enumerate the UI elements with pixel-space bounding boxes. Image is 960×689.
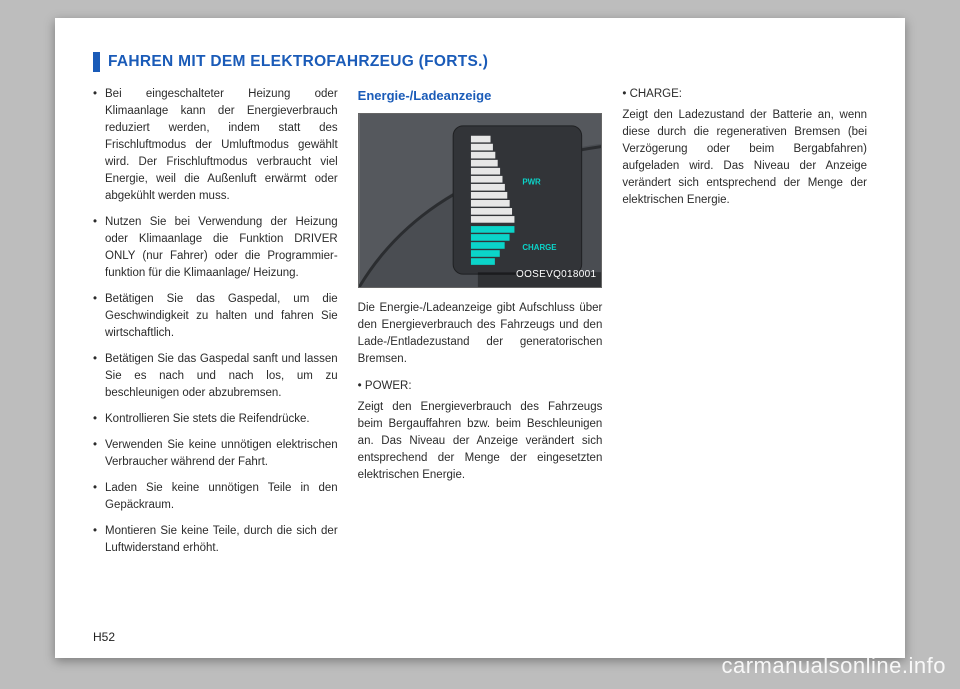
title-bar: FAHREN MIT DEM ELEKTROFAHRZEUG (FORTS.) — [93, 52, 867, 72]
page: FAHREN MIT DEM ELEKTROFAHRZEUG (FORTS.) … — [55, 18, 905, 658]
bullet-list: Bei eingeschalteter Heizung oder Klimaan… — [93, 86, 338, 557]
column-2: Energie-/Ladeanzeige PWR CHARGE OOSEVQ018… — [358, 86, 603, 616]
list-item: Montieren Sie keine Teile, durch die sic… — [93, 523, 338, 557]
column-1: Bei eingeschalteter Heizung oder Klimaan… — [93, 86, 338, 616]
title-marker — [93, 52, 100, 72]
section-heading: Energie-/Ladeanzeige — [358, 86, 603, 105]
column-3: • CHARGE: Zeigt den Ladezustand der Batt… — [622, 86, 867, 616]
charge-text: Zeigt den Ladezustand der Batterie an, w… — [622, 107, 867, 209]
gauge-svg: PWR CHARGE — [359, 114, 602, 287]
power-text: Zeigt den Energieverbrauch des Fahrzeugs… — [358, 399, 603, 484]
list-item: Betätigen Sie das Gaspedal, um die Gesch… — [93, 291, 338, 342]
figure-caption: OOSEVQ018001 — [516, 268, 596, 283]
svg-text:PWR: PWR — [522, 178, 541, 187]
list-item: Betätigen Sie das Gaspedal sanft und las… — [93, 351, 338, 402]
list-item: Laden Sie keine unnötigen Teile in den G… — [93, 480, 338, 514]
power-label: • POWER: — [358, 378, 603, 395]
page-number: H52 — [93, 630, 115, 644]
page-title: FAHREN MIT DEM ELEKTROFAHRZEUG (FORTS.) — [108, 53, 488, 71]
paragraph: Die Energie-/Ladeanzeige gibt Aufschluss… — [358, 300, 603, 368]
charge-label: • CHARGE: — [622, 86, 867, 103]
list-item: Verwenden Sie keine unnötigen elektrisch… — [93, 437, 338, 471]
list-item: Nutzen Sie bei Verwendung der Heizung od… — [93, 214, 338, 282]
list-item: Kontrollieren Sie stets die Reifendrücke… — [93, 411, 338, 428]
list-item: Bei eingeschalteter Heizung oder Klimaan… — [93, 86, 338, 205]
columns: Bei eingeschalteter Heizung oder Klimaan… — [93, 86, 867, 616]
figure-gauge: PWR CHARGE OOSEVQ018001 — [358, 113, 603, 288]
svg-text:CHARGE: CHARGE — [522, 243, 556, 252]
watermark: carmanualsonline.info — [721, 653, 946, 679]
